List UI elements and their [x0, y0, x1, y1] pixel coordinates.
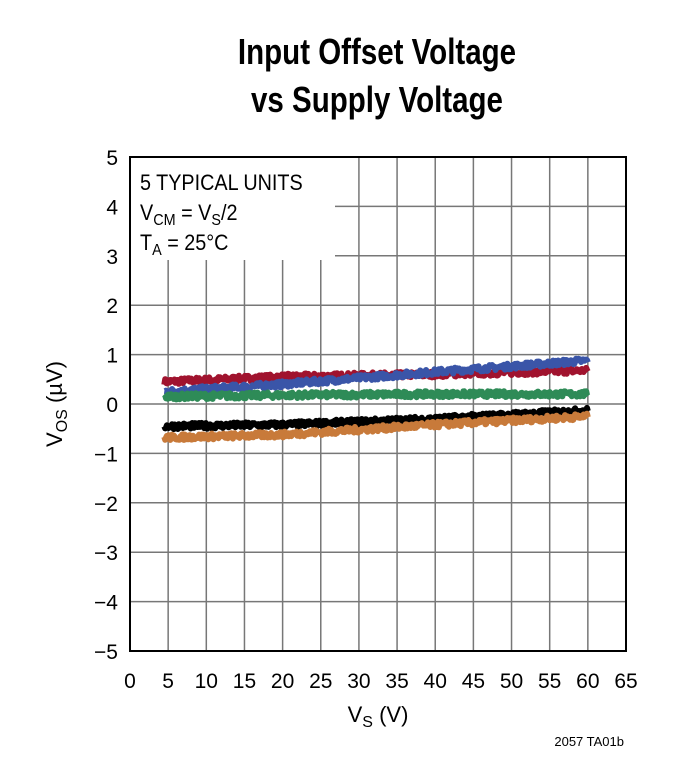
x-tick-label: 55 — [538, 670, 561, 693]
x-tick-label: 65 — [614, 670, 637, 693]
annotation-line2: VCM = VS/2 — [140, 201, 237, 229]
annotation: 5 TYPICAL UNITS VCM = VS/2 TA = 25°C — [140, 171, 303, 259]
annotation-line3: TA = 25°C — [140, 231, 228, 259]
y-tick-label: −2 — [94, 493, 118, 516]
plot-frame — [129, 156, 627, 652]
x-tick-labels: 0 5 10 15 20 25 30 35 40 45 50 55 60 65 — [124, 670, 638, 693]
y-tick-label: 0 — [106, 394, 118, 417]
x-tick-label: 45 — [462, 670, 485, 693]
annotation-line1: 5 TYPICAL UNITS — [140, 171, 303, 195]
x-tick-label: 50 — [500, 670, 523, 693]
chart-title-line2: vs Supply Voltage — [251, 79, 503, 119]
series-line-unit-5 — [161, 410, 591, 443]
x-tick-label: 40 — [424, 670, 447, 693]
y-tick-label: 4 — [106, 196, 118, 219]
x-tick-label: 15 — [233, 670, 256, 693]
chart-title-line1: Input Offset Voltage — [238, 31, 516, 71]
x-tick-label: 25 — [309, 670, 332, 693]
x-tick-label: 35 — [385, 670, 408, 693]
y-tick-label: −1 — [94, 443, 118, 466]
y-tick-label: 1 — [106, 345, 118, 368]
y-tick-label: 2 — [106, 295, 118, 318]
footnote: 2057 TA01b — [554, 734, 624, 749]
x-tick-label: 20 — [271, 670, 294, 693]
x-tick-label: 0 — [124, 670, 136, 693]
annotation-box — [131, 158, 335, 260]
series-line-unit-3 — [162, 388, 591, 403]
x-tick-label: 10 — [195, 670, 218, 693]
y-tick-label: 5 — [106, 147, 118, 170]
x-axis-label: VS (V) — [348, 702, 409, 731]
x-tick-label: 30 — [347, 670, 370, 693]
x-tick-label: 60 — [576, 670, 599, 693]
y-tick-label: −4 — [94, 592, 118, 615]
series-line-unit-2 — [162, 355, 591, 397]
y-tick-label: −5 — [94, 641, 118, 664]
series-group — [161, 355, 591, 443]
y-tick-labels: 5 4 3 2 1 0 −1 −2 −3 −4 −5 — [94, 147, 118, 664]
y-axis-label: VOS (µV) — [42, 361, 71, 447]
grid — [130, 157, 626, 651]
y-tick-label: 3 — [106, 246, 118, 269]
y-tick-label: −3 — [94, 542, 118, 565]
x-tick-label: 5 — [162, 670, 174, 693]
series-line-unit-4 — [161, 404, 591, 432]
